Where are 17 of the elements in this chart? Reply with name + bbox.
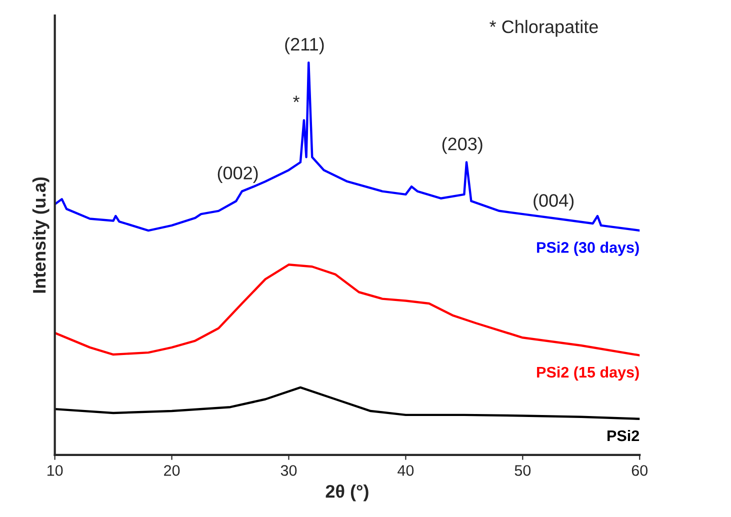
annotation: (004) [534, 194, 574, 210]
annotation: (002) [218, 166, 258, 183]
annotation: (211) [285, 37, 324, 54]
annotation: * [293, 96, 300, 102]
text: * Chlorapatite [490, 20, 598, 37]
x-axis-title: 2θ (°) [326, 484, 368, 502]
x-tick-label: 40 [398, 465, 414, 476]
x-tick-label: 60 [632, 465, 648, 476]
annotation: (203) [442, 137, 482, 154]
x-tick-label: 50 [514, 465, 531, 476]
x-tick-label: 10 [47, 465, 63, 476]
x-tick-label: 20 [164, 465, 180, 476]
series-label: PSi2 (15 days) [537, 366, 639, 381]
series-label: PSi2 [608, 430, 640, 442]
series-label: PSi2 (30 days) [537, 242, 639, 256]
y-axis-title: Intensity (u.a) [32, 177, 50, 293]
x-tick-label: 30 [280, 465, 297, 476]
